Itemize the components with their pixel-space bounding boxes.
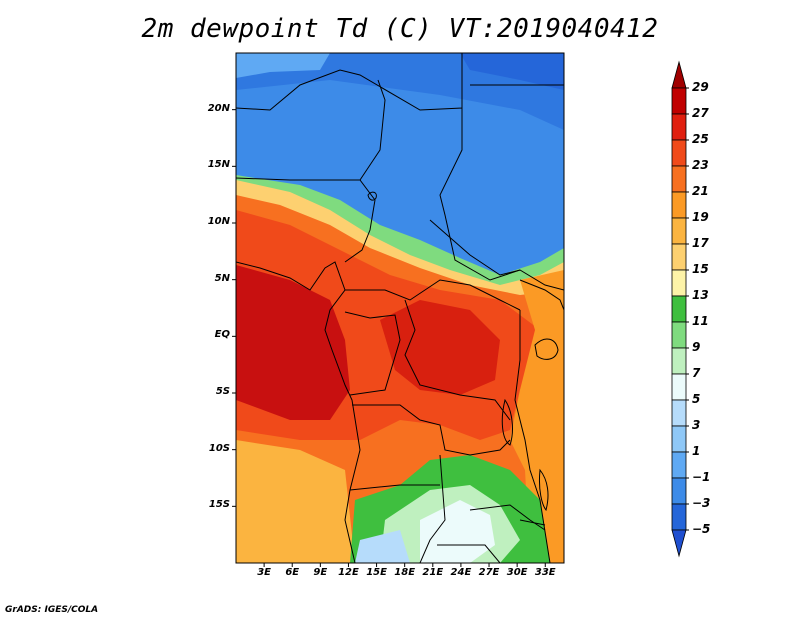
colorbar-swatch	[671, 399, 687, 427]
border-ethiopia	[519, 279, 564, 311]
lat-label: 5S	[215, 386, 230, 397]
lat-label: 5N	[214, 272, 230, 284]
colorbar-swatch	[671, 321, 687, 349]
colorbar-label: 27	[692, 106, 709, 120]
lon-label: 6E	[285, 567, 300, 578]
colorbar-swatch	[671, 87, 687, 115]
colorbar-top-triangle	[671, 60, 687, 89]
colorbar-label: −5	[692, 522, 711, 536]
lat-label: EQ	[214, 329, 230, 341]
lat-label: 15N	[207, 159, 230, 171]
border-zambia-zimbabwe	[469, 504, 546, 531]
colorbar-swatch	[671, 295, 687, 323]
lat-ticks	[232, 109, 236, 507]
credit-label: GrADS: IGES/COLA	[5, 605, 99, 615]
lon-label: 18E	[394, 567, 416, 578]
colorbar-swatch	[671, 165, 687, 193]
colorbar-swatch	[671, 217, 687, 245]
map-frame	[235, 52, 565, 564]
colorbar-swatch	[671, 503, 687, 531]
colorbar-label: 19	[692, 210, 709, 224]
border-east-africa	[514, 310, 551, 563]
colorbar-label: 7	[692, 366, 701, 380]
colorbar-label: −1	[692, 470, 711, 484]
colorbar-swatch	[671, 373, 687, 401]
colorbar-label: 25	[692, 132, 709, 146]
border-drc-north	[404, 299, 511, 421]
border-sahel-west	[236, 177, 376, 263]
west-coastline	[236, 261, 361, 563]
lon-label: 21E	[422, 567, 444, 578]
lon-label: 3E	[257, 567, 271, 578]
border-sahara-north	[236, 53, 463, 111]
lat-label: 20N	[207, 102, 230, 114]
field-southern-dry	[420, 500, 495, 563]
lakes	[367, 191, 559, 526]
colorbar-swatch	[671, 451, 687, 479]
border-namibia	[349, 484, 440, 491]
border-angola-drc	[352, 404, 511, 456]
colorbar-label: 5	[692, 392, 701, 406]
dewpoint-field	[236, 53, 564, 563]
lake-victoria	[534, 338, 559, 360]
colorbar-swatch	[671, 477, 687, 505]
colorbar-swatch	[671, 243, 687, 271]
lat-label: 15S	[208, 499, 230, 511]
field-gulf-deep-red	[236, 265, 350, 420]
colorbar-label: 9	[692, 340, 701, 354]
colorbar-swatch	[671, 347, 687, 375]
border-niger-chad	[359, 79, 386, 181]
lon-label: 15E	[366, 567, 387, 578]
colorbar-label: 11	[692, 314, 709, 328]
lon-label: 27E	[478, 567, 500, 578]
border-chad-sudan	[439, 108, 521, 281]
field-sw-light-orange	[236, 440, 355, 563]
lon-ticks	[263, 563, 546, 567]
colorbar-swatch	[671, 269, 687, 297]
colorbar-label: 13	[692, 288, 709, 302]
lon-label: 30E	[506, 567, 528, 578]
lat-label: 10S	[208, 442, 230, 454]
border-botswana	[437, 544, 501, 563]
colorbar-swatch	[671, 191, 687, 219]
field-east-orange	[510, 270, 564, 563]
country-borders	[236, 53, 564, 563]
map-title: 2m dewpoint Td (C) VT:2019040412	[141, 14, 659, 44]
colorbar-label: 21	[692, 184, 709, 198]
lon-label: 12E	[338, 567, 359, 578]
border-sudan-south	[429, 219, 564, 291]
colorbar-label: 1	[692, 444, 701, 458]
lake-chad	[367, 191, 377, 201]
colorbar	[671, 60, 689, 558]
lake-tanganyika	[501, 398, 513, 446]
lon-label: 9E	[313, 567, 328, 578]
lake-kariba	[519, 519, 546, 526]
colorbar-swatch	[671, 113, 687, 141]
lake-malawi	[539, 468, 549, 512]
field-nw-light	[236, 53, 330, 78]
border-car	[345, 279, 521, 311]
lon-label: 24E	[450, 567, 472, 578]
colorbar-swatch	[671, 139, 687, 167]
field-ne-dark	[460, 53, 564, 90]
lon-label: 33E	[534, 567, 556, 578]
colorbar-label: 17	[692, 236, 709, 250]
field-congo-basin	[380, 300, 500, 395]
field-sw-dry	[355, 530, 410, 563]
colorbar-label: 29	[692, 80, 709, 94]
border-gabon-congo	[344, 311, 401, 396]
colorbar-label: 3	[692, 418, 701, 432]
colorbar-swatch	[671, 425, 687, 453]
colorbar-label: −3	[692, 496, 711, 510]
colorbar-label: 15	[692, 262, 709, 276]
lat-label: 10N	[207, 216, 230, 227]
colorbar-bottom-triangle	[671, 529, 687, 558]
border-angola-zambia	[419, 454, 446, 563]
colorbar-label: 23	[692, 158, 709, 172]
